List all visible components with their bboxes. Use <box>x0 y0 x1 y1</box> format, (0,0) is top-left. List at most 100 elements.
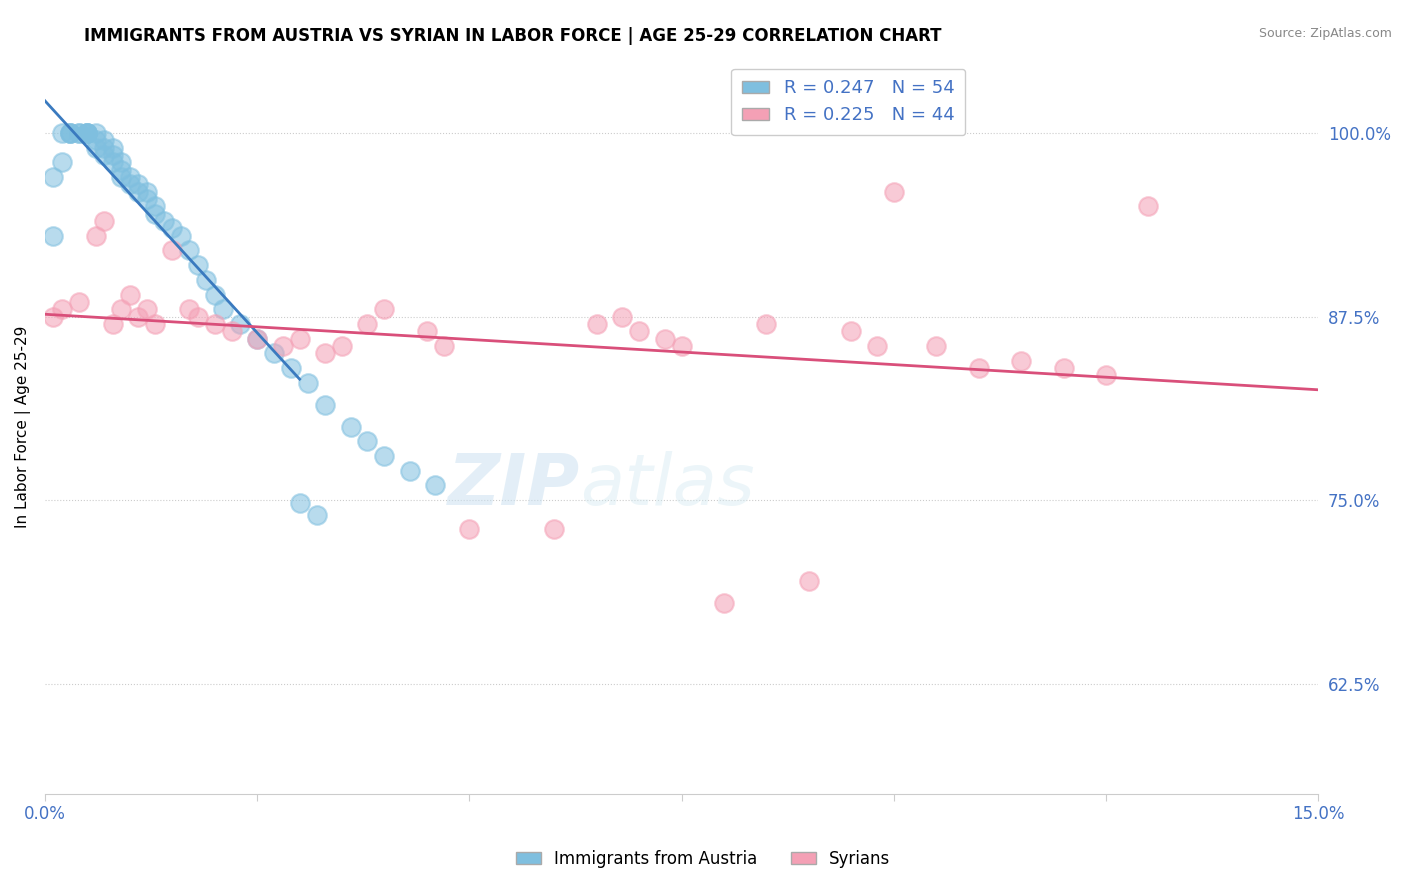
Point <box>143 199 166 213</box>
Text: Source: ZipAtlas.com: Source: ZipAtlas.com <box>1258 27 1392 40</box>
Point <box>101 155 124 169</box>
Point <box>229 317 252 331</box>
Point <box>967 360 990 375</box>
Point <box>93 148 115 162</box>
Point <box>263 346 285 360</box>
Point <box>841 324 863 338</box>
Point <box>67 126 90 140</box>
Point <box>713 596 735 610</box>
Point <box>152 214 174 228</box>
Y-axis label: In Labor Force | Age 25-29: In Labor Force | Age 25-29 <box>15 326 31 528</box>
Point <box>755 317 778 331</box>
Point <box>212 302 235 317</box>
Point <box>110 169 132 184</box>
Point <box>671 339 693 353</box>
Point <box>76 126 98 140</box>
Point <box>110 302 132 317</box>
Point <box>135 185 157 199</box>
Point <box>76 126 98 140</box>
Text: atlas: atlas <box>579 450 755 520</box>
Point <box>612 310 634 324</box>
Point <box>187 310 209 324</box>
Point <box>433 339 456 353</box>
Point <box>654 332 676 346</box>
Point <box>93 133 115 147</box>
Point <box>314 398 336 412</box>
Point <box>1137 199 1160 213</box>
Point <box>399 464 422 478</box>
Point <box>179 244 201 258</box>
Point <box>339 419 361 434</box>
Point <box>51 302 73 317</box>
Point <box>59 126 82 140</box>
Point <box>127 178 149 192</box>
Point <box>93 141 115 155</box>
Point <box>373 449 395 463</box>
Point <box>356 434 378 449</box>
Point <box>314 346 336 360</box>
Point <box>160 221 183 235</box>
Point <box>143 317 166 331</box>
Point <box>84 133 107 147</box>
Point <box>866 339 889 353</box>
Point <box>204 317 226 331</box>
Point <box>187 258 209 272</box>
Point <box>101 141 124 155</box>
Point <box>416 324 439 338</box>
Legend: R = 0.247   N = 54, R = 0.225   N = 44: R = 0.247 N = 54, R = 0.225 N = 44 <box>731 69 966 136</box>
Point <box>67 294 90 309</box>
Point <box>84 141 107 155</box>
Point <box>356 317 378 331</box>
Point <box>110 155 132 169</box>
Point <box>93 214 115 228</box>
Point <box>118 169 141 184</box>
Point <box>51 155 73 169</box>
Point <box>280 360 302 375</box>
Text: IMMIGRANTS FROM AUSTRIA VS SYRIAN IN LABOR FORCE | AGE 25-29 CORRELATION CHART: IMMIGRANTS FROM AUSTRIA VS SYRIAN IN LAB… <box>84 27 942 45</box>
Point <box>135 302 157 317</box>
Point <box>51 126 73 140</box>
Point <box>110 162 132 177</box>
Point <box>59 126 82 140</box>
Point <box>127 185 149 199</box>
Point <box>1010 353 1032 368</box>
Point <box>135 192 157 206</box>
Point <box>330 339 353 353</box>
Point <box>925 339 948 353</box>
Point <box>42 310 65 324</box>
Point <box>204 287 226 301</box>
Point <box>1095 368 1118 383</box>
Text: ZIP: ZIP <box>447 450 579 520</box>
Point <box>1052 360 1074 375</box>
Point <box>195 273 218 287</box>
Point <box>101 148 124 162</box>
Point <box>118 287 141 301</box>
Point <box>76 126 98 140</box>
Point <box>297 376 319 390</box>
Point <box>118 178 141 192</box>
Point <box>288 332 311 346</box>
Point <box>797 574 820 588</box>
Point <box>305 508 328 522</box>
Legend: Immigrants from Austria, Syrians: Immigrants from Austria, Syrians <box>509 844 897 875</box>
Point <box>160 244 183 258</box>
Point <box>543 523 565 537</box>
Point <box>458 523 481 537</box>
Point <box>101 317 124 331</box>
Point <box>425 478 447 492</box>
Point <box>179 302 201 317</box>
Point <box>143 207 166 221</box>
Point <box>271 339 294 353</box>
Point <box>84 228 107 243</box>
Point <box>221 324 243 338</box>
Point <box>42 169 65 184</box>
Point <box>246 332 269 346</box>
Point <box>67 126 90 140</box>
Point <box>59 126 82 140</box>
Point <box>288 496 311 510</box>
Point <box>246 332 269 346</box>
Point <box>628 324 651 338</box>
Point <box>127 310 149 324</box>
Point <box>373 302 395 317</box>
Point <box>585 317 607 331</box>
